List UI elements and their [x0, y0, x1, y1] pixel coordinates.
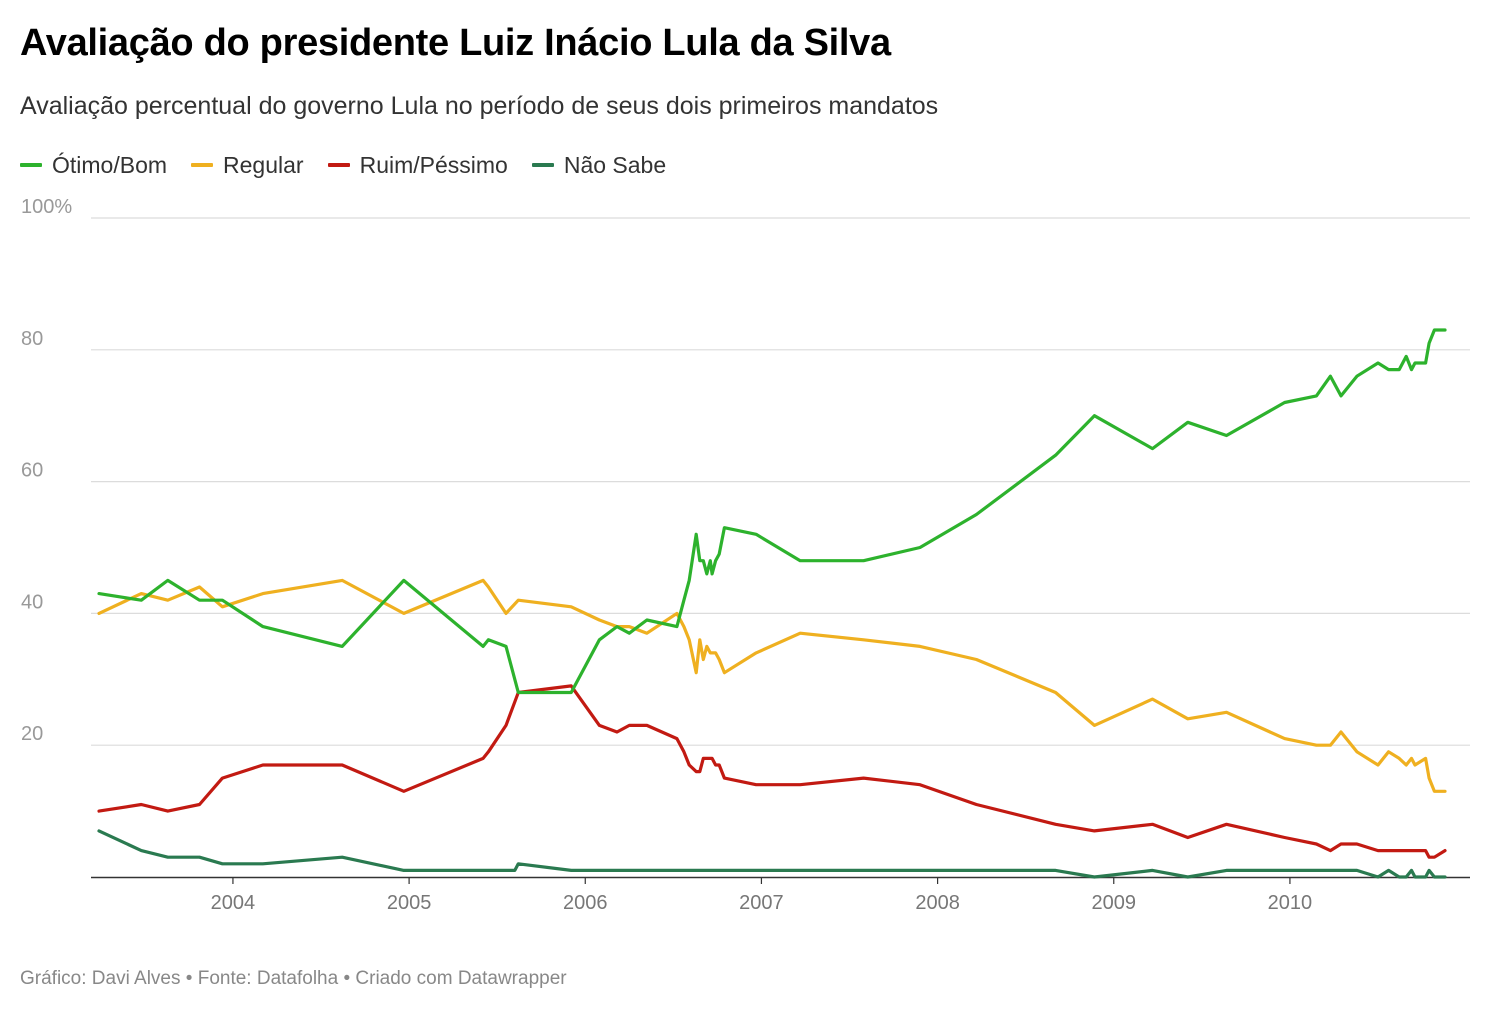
legend-item: Regular	[191, 152, 304, 179]
x-tick-label: 2007	[739, 892, 784, 914]
y-tick-label: 20	[21, 723, 43, 745]
x-tick-label: 2009	[1092, 892, 1137, 914]
y-tick-label: 60	[21, 460, 43, 482]
source-note: Gráfico: Davi Alves • Fonte: Datafolha •…	[20, 968, 567, 989]
x-tick-label: 2006	[563, 892, 608, 914]
legend-item: Ótimo/Bom	[20, 152, 167, 179]
line-chart: 20 40 60 80 100% 2004 2005 2006 2007 2008 2009 201…	[21, 196, 1470, 914]
x-tick-label: 2008	[915, 892, 960, 914]
x-axis: 2004 2005 2006 2007 2008 2009 2010	[91, 876, 1470, 914]
legend-swatch	[327, 163, 350, 167]
series-line	[97, 684, 1447, 859]
y-tick-label: 40	[21, 591, 43, 613]
chart-title: Avaliação do presidente Luiz Inácio Lula…	[20, 22, 891, 64]
y-tick-label: 80	[21, 328, 43, 350]
legend-swatch	[191, 163, 214, 167]
legend-item: Ruim/Péssimo	[327, 151, 508, 179]
x-tick-label: 2005	[387, 892, 432, 914]
legend-item: Não Sabe	[531, 151, 667, 179]
x-tick-label: 2010	[1268, 892, 1313, 914]
x-tick-label: 2004	[211, 892, 256, 914]
y-tick-label: 100%	[21, 196, 72, 218]
legend-swatch	[531, 163, 554, 167]
legend-label: Ótimo/Bom	[52, 151, 168, 178]
series-lines	[97, 328, 1447, 879]
series-line	[97, 578, 1447, 793]
chart-subtitle: Avaliação percentual do governo Lula no …	[20, 92, 939, 120]
legend-label: Ruim/Péssimo	[359, 151, 508, 178]
legend-label: Não Sabe	[563, 151, 667, 178]
y-axis: 20 40 60 80 100%	[21, 196, 72, 745]
legend-label: Regular	[223, 151, 304, 178]
gridlines	[91, 217, 1470, 746]
series-line	[97, 829, 1447, 879]
series-line	[97, 328, 1447, 695]
legend: Ótimo/Bom Regular Ruim/Péssimo Não Sabe	[20, 150, 690, 180]
legend-swatch	[20, 163, 42, 167]
